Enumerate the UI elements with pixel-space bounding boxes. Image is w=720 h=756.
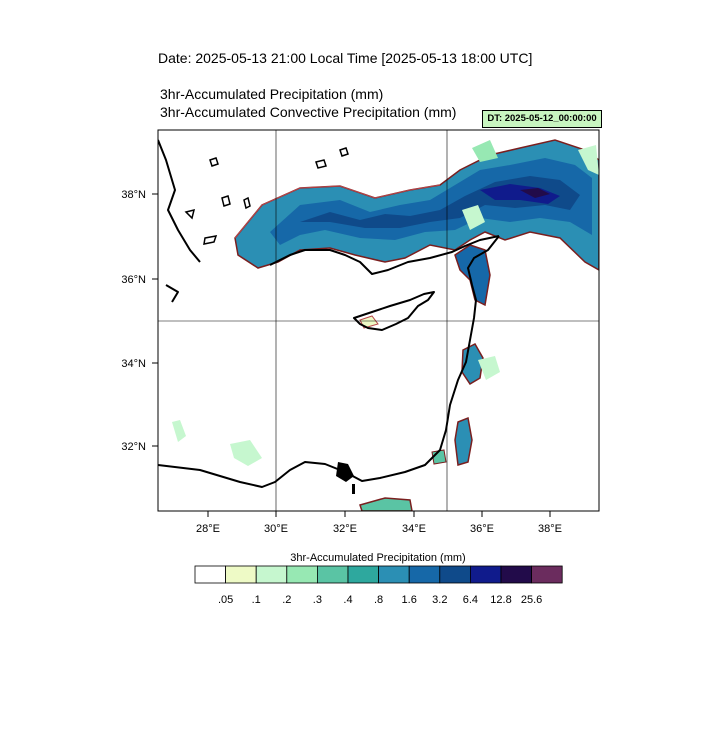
islands: [184, 147, 349, 245]
legend-level-label: .4: [343, 594, 352, 606]
lat-ticks: 38°N 36°N 34°N 32°N: [121, 189, 158, 453]
lon-tick-label: 28°E: [196, 523, 220, 535]
date-title: Date: 2025-05-13 21:00 Local Time [2025-…: [158, 50, 533, 66]
legend-level-label: 25.6: [521, 594, 542, 606]
lon-tick-label: 36°E: [470, 523, 494, 535]
precip-field-levant: [359, 315, 500, 511]
lon-tick-label: 34°E: [402, 523, 426, 535]
legend-level-label: .2: [282, 594, 291, 606]
legend-level-label: 3.2: [432, 594, 447, 606]
lat-tick-label: 38°N: [121, 189, 146, 201]
dt-label-box: DT: 2025-05-12_00:00:00: [482, 110, 602, 128]
legend-color-box: [408, 565, 441, 584]
legend-color-box: [439, 565, 471, 584]
field-title-precip: 3hr-Accumulated Precipitation (mm): [160, 86, 384, 102]
legend-level-label: .3: [313, 594, 322, 606]
coastline: [158, 139, 500, 488]
legend-labels: .05 .1 .2 .3 .4 .8 1.6 3.2 6.4 12.8 25.6: [218, 594, 542, 606]
legend-color-box: [286, 565, 318, 584]
land-patch-small: [352, 484, 355, 494]
legend-color-box: [194, 565, 227, 584]
legend-color-box: [316, 565, 349, 584]
legend-level-label: 1.6: [402, 594, 417, 606]
legend-level-label: 12.8: [490, 594, 511, 606]
legend-level-label: .05: [218, 594, 233, 606]
legend-color-box: [469, 565, 502, 584]
legend-color-box: [347, 565, 380, 584]
legend-color-box: [225, 565, 257, 584]
legend-level-label: .8: [374, 594, 383, 606]
legend-color-box: [378, 565, 410, 584]
lon-tick-label: 30°E: [264, 523, 288, 535]
legend-colorbar: [194, 565, 563, 584]
legend-color-box: [500, 565, 533, 584]
legend-title: 3hr-Accumulated Precipitation (mm): [290, 552, 465, 564]
legend-level-label: 6.4: [463, 594, 478, 606]
lon-tick-label: 38°E: [538, 523, 562, 535]
precip-field-egypt: [172, 420, 262, 466]
lat-tick-label: 32°N: [121, 441, 146, 453]
map-frame: [157, 129, 600, 512]
precip-field-north: [234, 139, 599, 307]
lon-ticks: 28°E 30°E 32°E 34°E 36°E 38°E: [196, 511, 562, 535]
legend-color-box: [255, 565, 288, 584]
grid-lines: [158, 130, 599, 511]
legend-level-label: .1: [252, 594, 261, 606]
land-patch: [336, 462, 354, 482]
field-title-convective: 3hr-Accumulated Convective Precipitation…: [160, 104, 457, 120]
map-area: [158, 139, 599, 511]
lat-tick-label: 34°N: [121, 358, 146, 370]
legend-color-box: [531, 565, 563, 584]
lon-tick-label: 32°E: [333, 523, 357, 535]
lat-tick-label: 36°N: [121, 274, 146, 286]
